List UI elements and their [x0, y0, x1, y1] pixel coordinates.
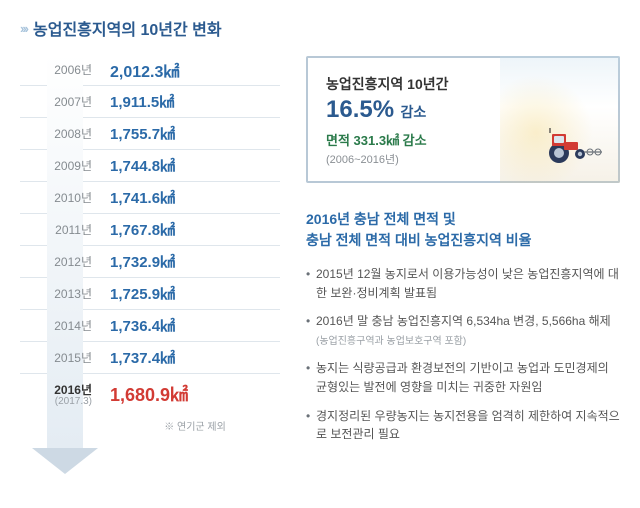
highlight-box: 농업진흥지역 10년간 16.5% 감소 면적 331.3㎢ 감소 (2006~… [306, 56, 620, 183]
list-item: 경지정리된 우량농지는 농지전용을 엄격히 제한하여 지속적으로 보전관리 필요 [306, 407, 620, 444]
subhead-line1: 2016년 충남 전체 면적 및 [306, 211, 456, 227]
list-item-sub: (농업진흥구역과 농업보호구역 포함) [316, 336, 466, 347]
year-cell: 2014년 [20, 317, 110, 334]
page-title: 농업진흥지역의 10년간 변화 [33, 16, 222, 40]
value-cell: 1,741.6㎢ [110, 187, 280, 208]
value-cell: 1,744.8㎢ [110, 155, 280, 176]
highlight-decrease-label: 감소 [399, 104, 427, 120]
main-wrap: 2006년2,012.3㎢2007년1,911.5㎢2008년1,755.7㎢2… [20, 54, 620, 454]
value-cell: 1,737.4㎢ [110, 347, 280, 368]
value-cell: 1,911.5㎢ [110, 91, 280, 112]
subhead-line2: 충남 전체 면적 대비 농업진흥지역 비율 [306, 232, 532, 248]
bullet-list: 2015년 12월 농지로서 이용가능성이 낮은 농업진흥지역에 대한 보완·정… [306, 265, 620, 444]
year-cell: 2011년 [20, 221, 110, 238]
year-cell: 2010년 [20, 189, 110, 206]
list-item: 농지는 식량공급과 환경보전의 기반이고 농업과 도민경제의 균형있는 발전에 … [306, 359, 620, 396]
chevron-icon: ››› [20, 21, 27, 36]
table-row: 2010년1,741.6㎢ [20, 182, 280, 214]
table-row: 2014년1,736.4㎢ [20, 310, 280, 342]
table-row: 2016년(2017.3)1,680.9㎢ [20, 374, 280, 414]
highlight-line1: 농업진흥지역 10년간 [326, 74, 600, 94]
year-cell: 2008년 [20, 125, 110, 142]
table-row: 2015년1,737.4㎢ [20, 342, 280, 374]
highlight-line2: 16.5% 감소 [326, 96, 600, 124]
value-cell: 1,767.8㎢ [110, 219, 280, 240]
value-cell: 1,755.7㎢ [110, 123, 280, 144]
subhead: 2016년 충남 전체 면적 및 충남 전체 면적 대비 농업진흥지역 비율 [306, 209, 620, 251]
value-cell: 1,680.9㎢ [110, 381, 280, 407]
table-row: 2006년2,012.3㎢ [20, 54, 280, 86]
table-footnote: ※ 연기군 제외 [20, 418, 280, 433]
table-row: 2012년1,732.9㎢ [20, 246, 280, 278]
highlight-percent: 16.5% [326, 96, 394, 123]
left-column: 2006년2,012.3㎢2007년1,911.5㎢2008년1,755.7㎢2… [20, 54, 280, 454]
tractor-icon [546, 128, 604, 169]
value-cell: 1,736.4㎢ [110, 315, 280, 336]
table-row: 2011년1,767.8㎢ [20, 214, 280, 246]
year-cell: 2012년 [20, 253, 110, 270]
table-row: 2007년1,911.5㎢ [20, 86, 280, 118]
list-item: 2015년 12월 농지로서 이용가능성이 낮은 농업진흥지역에 대한 보완·정… [306, 265, 620, 302]
year-cell: 2013년 [20, 285, 110, 302]
value-cell: 1,725.9㎢ [110, 283, 280, 304]
table-row: 2008년1,755.7㎢ [20, 118, 280, 150]
year-cell: 2007년 [20, 93, 110, 110]
value-cell: 2,012.3㎢ [110, 58, 280, 82]
value-cell: 1,732.9㎢ [110, 251, 280, 272]
year-cell: 2015년 [20, 349, 110, 366]
year-table: 2006년2,012.3㎢2007년1,911.5㎢2008년1,755.7㎢2… [20, 54, 280, 414]
title-row: ››› 농업진흥지역의 10년간 변화 [20, 16, 620, 40]
right-column: 농업진흥지역 10년간 16.5% 감소 면적 331.3㎢ 감소 (2006~… [306, 54, 620, 454]
year-cell: 2006년 [20, 61, 110, 78]
year-sub: (2017.3) [20, 396, 110, 407]
table-row: 2013년1,725.9㎢ [20, 278, 280, 310]
list-item: 2016년 말 충남 농업진흥지역 6,534ha 변경, 5,566ha 해제… [306, 312, 620, 349]
year-cell: 2009년 [20, 157, 110, 174]
table-row: 2009년1,744.8㎢ [20, 150, 280, 182]
